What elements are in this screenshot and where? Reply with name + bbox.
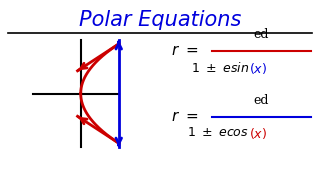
Text: $1\ \pm\ esin$: $1\ \pm\ esin$ [191,61,249,75]
Text: $(x)$: $(x)$ [249,61,267,76]
Text: Polar Equations: Polar Equations [79,10,241,30]
Text: $r\ =$: $r\ =$ [171,44,198,58]
Text: $1\ \pm\ ecos$: $1\ \pm\ ecos$ [187,126,249,139]
Text: $(x)$: $(x)$ [249,126,267,141]
Text: ed: ed [254,94,269,107]
Text: $r\ =$: $r\ =$ [171,110,198,124]
Text: ed: ed [254,28,269,41]
